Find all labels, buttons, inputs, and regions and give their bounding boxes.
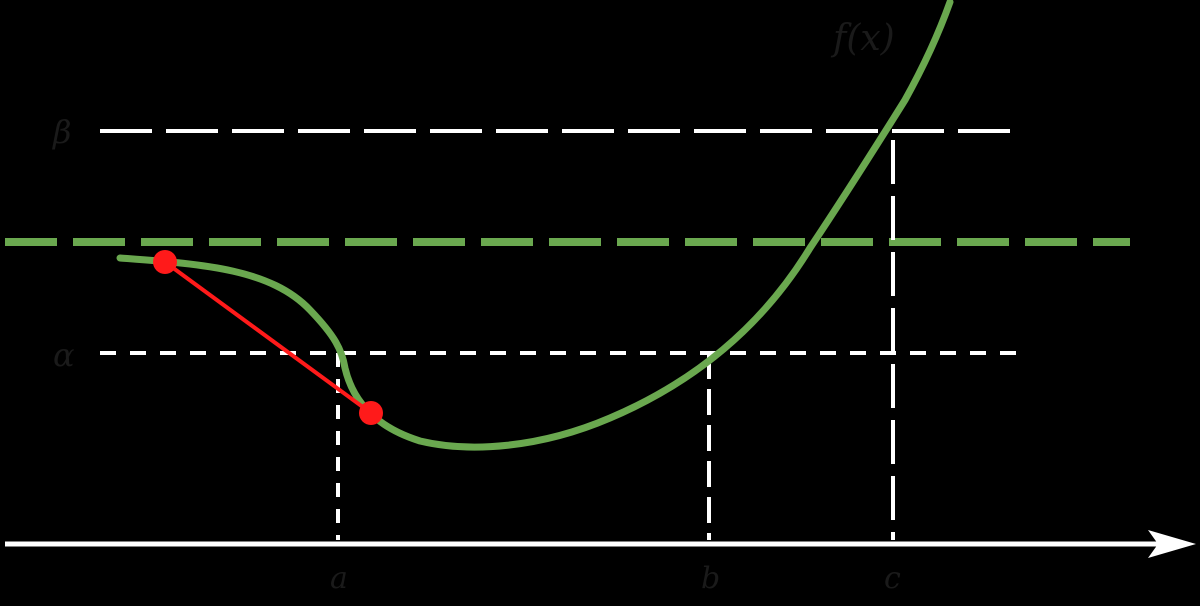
a-tick-label: a xyxy=(330,561,348,596)
alpha-label: α xyxy=(53,336,75,374)
secant-point-left xyxy=(153,250,177,274)
beta-label: β xyxy=(52,113,72,151)
x-axis-arrowhead xyxy=(1148,530,1196,558)
c-tick-label: c xyxy=(884,561,901,596)
function-label: f(x) xyxy=(830,18,895,59)
b-tick-label: b xyxy=(701,561,720,596)
function-curve xyxy=(116,0,954,451)
secant-segment xyxy=(163,260,373,415)
secant-point-right xyxy=(359,401,383,425)
